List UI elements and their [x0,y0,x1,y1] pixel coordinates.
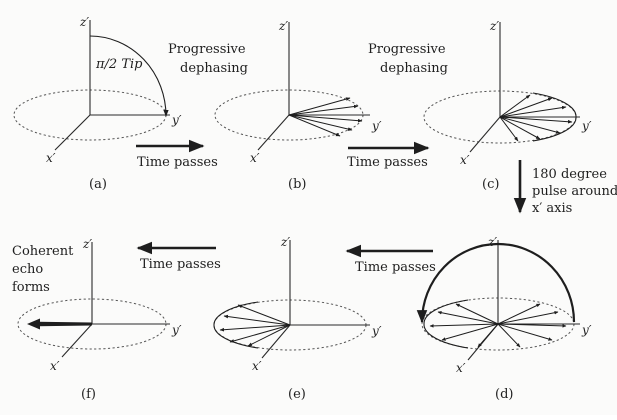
panel-caption: (c) [482,177,499,192]
y-axis-label: y′ [171,113,182,127]
pulse-line2: pulse around [532,184,617,199]
transition-line1: Progressive [368,42,446,57]
spin-vector [497,323,553,341]
spin-vector [499,94,531,118]
transition-line2: dephasing [180,61,248,76]
transition-line2: dephasing [380,61,448,76]
panel-e: z′ y′ x′ (e) [213,235,382,402]
z-axis-label: z′ [278,19,288,33]
panel-caption: (f) [81,387,96,402]
spin-vector [499,116,519,142]
spin-vector [477,323,499,348]
spin-vector [288,104,359,116]
spin-vector [429,323,499,328]
spin-vector [437,310,499,325]
panel-caption: (b) [288,177,306,192]
time-passes-label: Time passes [140,257,221,272]
spin-vector [497,323,567,328]
x-axis-label: x′ [250,151,260,165]
panel-caption: (e) [288,387,306,402]
z-axis-label: z′ [487,235,497,249]
x-axis [261,324,291,359]
spin-vector [455,303,499,325]
spin-vector [288,114,341,137]
spin-vector [223,314,291,326]
x-axis [61,323,93,358]
tip-label: π/2 Tip [95,57,143,72]
x-axis [469,116,501,153]
spin-vector [497,323,521,348]
z-axis-label: z′ [280,235,290,249]
spin-vector [497,303,541,325]
time-passes-label: Time passes [347,155,428,170]
spin-vector [499,116,541,140]
z-axis-label: z′ [82,237,92,251]
spin-vector [441,323,499,341]
x-axis-label: x′ [460,153,470,167]
panel-f: z′ y′ x′ Coherent echo forms (f) [12,237,182,402]
panel-d: z′ y′ x′ (d) [416,235,592,402]
echo-line1: Coherent [12,244,74,259]
flip-arc [416,242,576,324]
spin-vector [499,97,553,118]
spin-vector [237,304,291,326]
spin-vector [288,114,363,123]
tip-arc [89,35,169,117]
x-axis-label: x′ [456,361,466,375]
x-axis-label: x′ [252,359,262,373]
spin-vector [499,116,573,124]
spin-vector [499,105,567,118]
panel-a: z′ y′ x′ π/2 Tip (a) [13,15,182,192]
y-axis-label: y′ [171,323,182,337]
transition-a-b: Progressive dephasing Time passes [136,42,248,170]
spin-vector [497,310,559,325]
echo-line3: forms [12,280,50,295]
pulse-line3: x′ axis [532,201,572,216]
x-axis [257,114,290,151]
x-axis-label: x′ [50,359,60,373]
y-axis-label: y′ [581,323,592,337]
y-axis-label: y′ [581,119,592,133]
x-axis-label: x′ [46,151,56,165]
spin-vector [288,114,353,131]
z-axis-label: z′ [79,15,89,29]
z-axis-label: z′ [489,19,499,33]
transition-d-e: Time passes [345,244,436,275]
rephasing-arc [213,301,259,349]
time-passes-label: Time passes [355,260,436,275]
panel-b: z′ y′ x′ (b) [214,19,382,192]
spin-vector [229,324,291,343]
transition-e-f: Time passes [136,241,221,272]
echo-line2: echo [12,262,43,277]
transition-c-d: 180 degree pulse around x′ axis [513,160,617,216]
time-passes-label: Time passes [137,155,218,170]
panel-c: z′ y′ x′ (c) [423,19,592,192]
dephasing-arc [532,92,577,142]
panel-caption: (d) [495,387,513,402]
echo-vector [38,321,92,327]
transition-line1: Progressive [168,42,246,57]
spin-vector [499,116,561,134]
y-axis-label: y′ [371,324,382,338]
spin-vector [219,324,291,332]
rephasing-arc [423,299,469,349]
spin-vector [288,97,351,116]
pulse-line1: 180 degree [532,167,607,182]
echo-arrowhead [27,318,40,330]
spin-vector [247,324,291,347]
x-axis [54,114,91,151]
transition-b-c: Progressive dephasing Time passes [347,42,448,170]
y-axis-label: y′ [371,119,382,133]
panel-caption: (a) [89,177,107,192]
